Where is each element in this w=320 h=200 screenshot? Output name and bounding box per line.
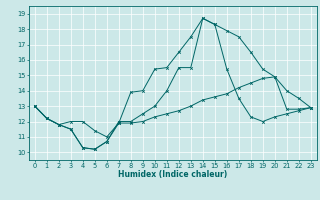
X-axis label: Humidex (Indice chaleur): Humidex (Indice chaleur) — [118, 170, 228, 179]
